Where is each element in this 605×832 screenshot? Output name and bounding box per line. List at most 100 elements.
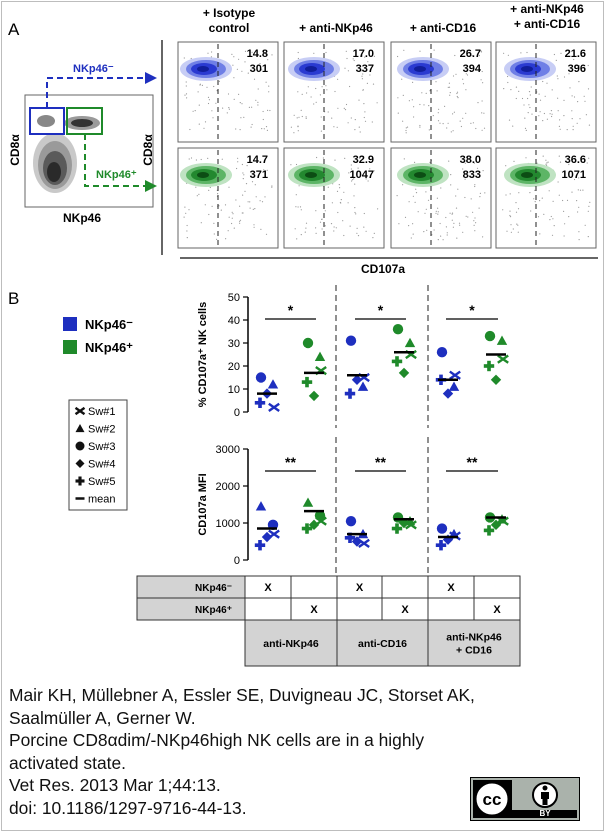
dot-speckle [321, 86, 323, 88]
symbol-legend: Sw#1 Sw#2 Sw#3 Sw#4 Sw#5 mean [68, 399, 128, 511]
dot-speckle [559, 128, 561, 130]
dot-speckle [355, 213, 357, 215]
dot-speckle [397, 97, 399, 99]
dot-speckle [531, 113, 533, 115]
dot-plot-neg-1: 14.8 301 [177, 41, 279, 143]
dot-speckle [405, 129, 407, 132]
dot-speckle [449, 94, 451, 96]
dot-plot-pos-1: 14.7 371 [177, 147, 279, 249]
dot-speckle [472, 122, 474, 124]
y-tick-label: 0 [234, 555, 240, 567]
dot-plot-frame [390, 147, 492, 249]
dot-speckle [290, 164, 292, 166]
dot-speckle [239, 220, 241, 222]
mark-x: X [310, 604, 318, 616]
dot-speckle [233, 77, 235, 79]
dot-speckle [578, 239, 580, 241]
dot-speckle [306, 92, 308, 94]
dot-speckle [183, 57, 185, 59]
dot-speckle [257, 101, 259, 103]
dot-speckle [358, 99, 360, 101]
dot-plot-pos-4: 36.6 1071 [495, 147, 597, 249]
group-label: + CD16 [456, 645, 492, 657]
dot-speckle [459, 224, 461, 226]
data-point [345, 335, 357, 346]
dot-speckle [252, 208, 254, 210]
dot-speckle [525, 157, 527, 159]
cc-icon [473, 780, 511, 818]
dot-speckle [298, 116, 300, 118]
dot-speckle [396, 195, 398, 197]
dot-speckle [529, 106, 531, 109]
dot-speckle [251, 51, 253, 53]
dot-plot-neg-2: 17.0 337 [283, 41, 385, 143]
dot-speckle [568, 163, 570, 166]
dot-speckle [530, 86, 532, 88]
dot-speckle [344, 109, 347, 111]
data-point [344, 388, 356, 399]
dot-speckle [184, 206, 186, 208]
dot-speckle [455, 207, 458, 209]
cc-by-badge[interactable]: cc BY [470, 777, 580, 821]
dot-speckle [347, 122, 349, 124]
dot-plot-frame [495, 41, 597, 143]
dot-speckle [237, 157, 239, 159]
dot-speckle [356, 227, 358, 229]
x-b [74, 406, 86, 416]
dot-speckle [343, 191, 345, 193]
plus-v [305, 376, 309, 388]
dot-speckle [354, 129, 356, 131]
dot-speckle [238, 93, 240, 95]
dot-speckle [584, 100, 586, 102]
dot-speckle [470, 198, 472, 200]
dot-speckle [544, 95, 546, 97]
dot-speckle [445, 226, 447, 228]
data-point [344, 532, 356, 543]
dot-speckle [483, 127, 486, 129]
dot-speckle [198, 123, 200, 125]
symbol-legend-marker [75, 459, 85, 468]
dot-speckle [446, 232, 448, 234]
dot-speckle [271, 186, 273, 188]
dot-speckle [352, 58, 354, 60]
dot-speckle [571, 191, 573, 193]
dot-speckle [268, 85, 270, 87]
dot-speckle [398, 223, 400, 225]
dot-speckle [451, 213, 453, 215]
dot-speckle [559, 119, 561, 121]
dot-speckle [246, 165, 248, 167]
dot-speckle [304, 231, 306, 233]
dot-speckle [577, 189, 579, 191]
dot-speckle [553, 53, 556, 56]
dot-speckle [344, 67, 346, 69]
legend-pos-label: NKp46⁺ [85, 340, 133, 355]
dot-speckle [552, 218, 554, 220]
data-point [301, 376, 313, 388]
dot-speckle [227, 230, 229, 232]
dot-speckle [484, 192, 486, 194]
dot-speckle [545, 159, 547, 161]
col-headers: + Isotype control + anti-NKp46 + anti-CD… [203, 2, 584, 35]
dot-speckle [550, 110, 553, 112]
data-point [404, 337, 416, 348]
dot-speckle [266, 129, 268, 131]
dot-speckle [523, 104, 525, 106]
dot-speckle [349, 85, 351, 88]
data-point [308, 519, 320, 531]
symbol-legend-label: Sw#1 [88, 406, 116, 418]
dot-speckle [520, 52, 522, 54]
dot-speckle [577, 211, 579, 213]
dot-speckle [262, 118, 264, 121]
dot-speckle [239, 102, 241, 104]
data-point [435, 540, 447, 551]
dot-speckle [474, 185, 476, 188]
significance-mark: * [378, 302, 384, 318]
dot-speckle [524, 127, 527, 129]
dot-speckle [414, 201, 416, 203]
dot-speckle [200, 158, 202, 161]
dot-speckle [299, 206, 302, 208]
dot-speckle [588, 157, 590, 159]
dot-speckle [538, 115, 540, 117]
dot-speckle [336, 190, 339, 192]
dot-speckle [241, 163, 243, 166]
